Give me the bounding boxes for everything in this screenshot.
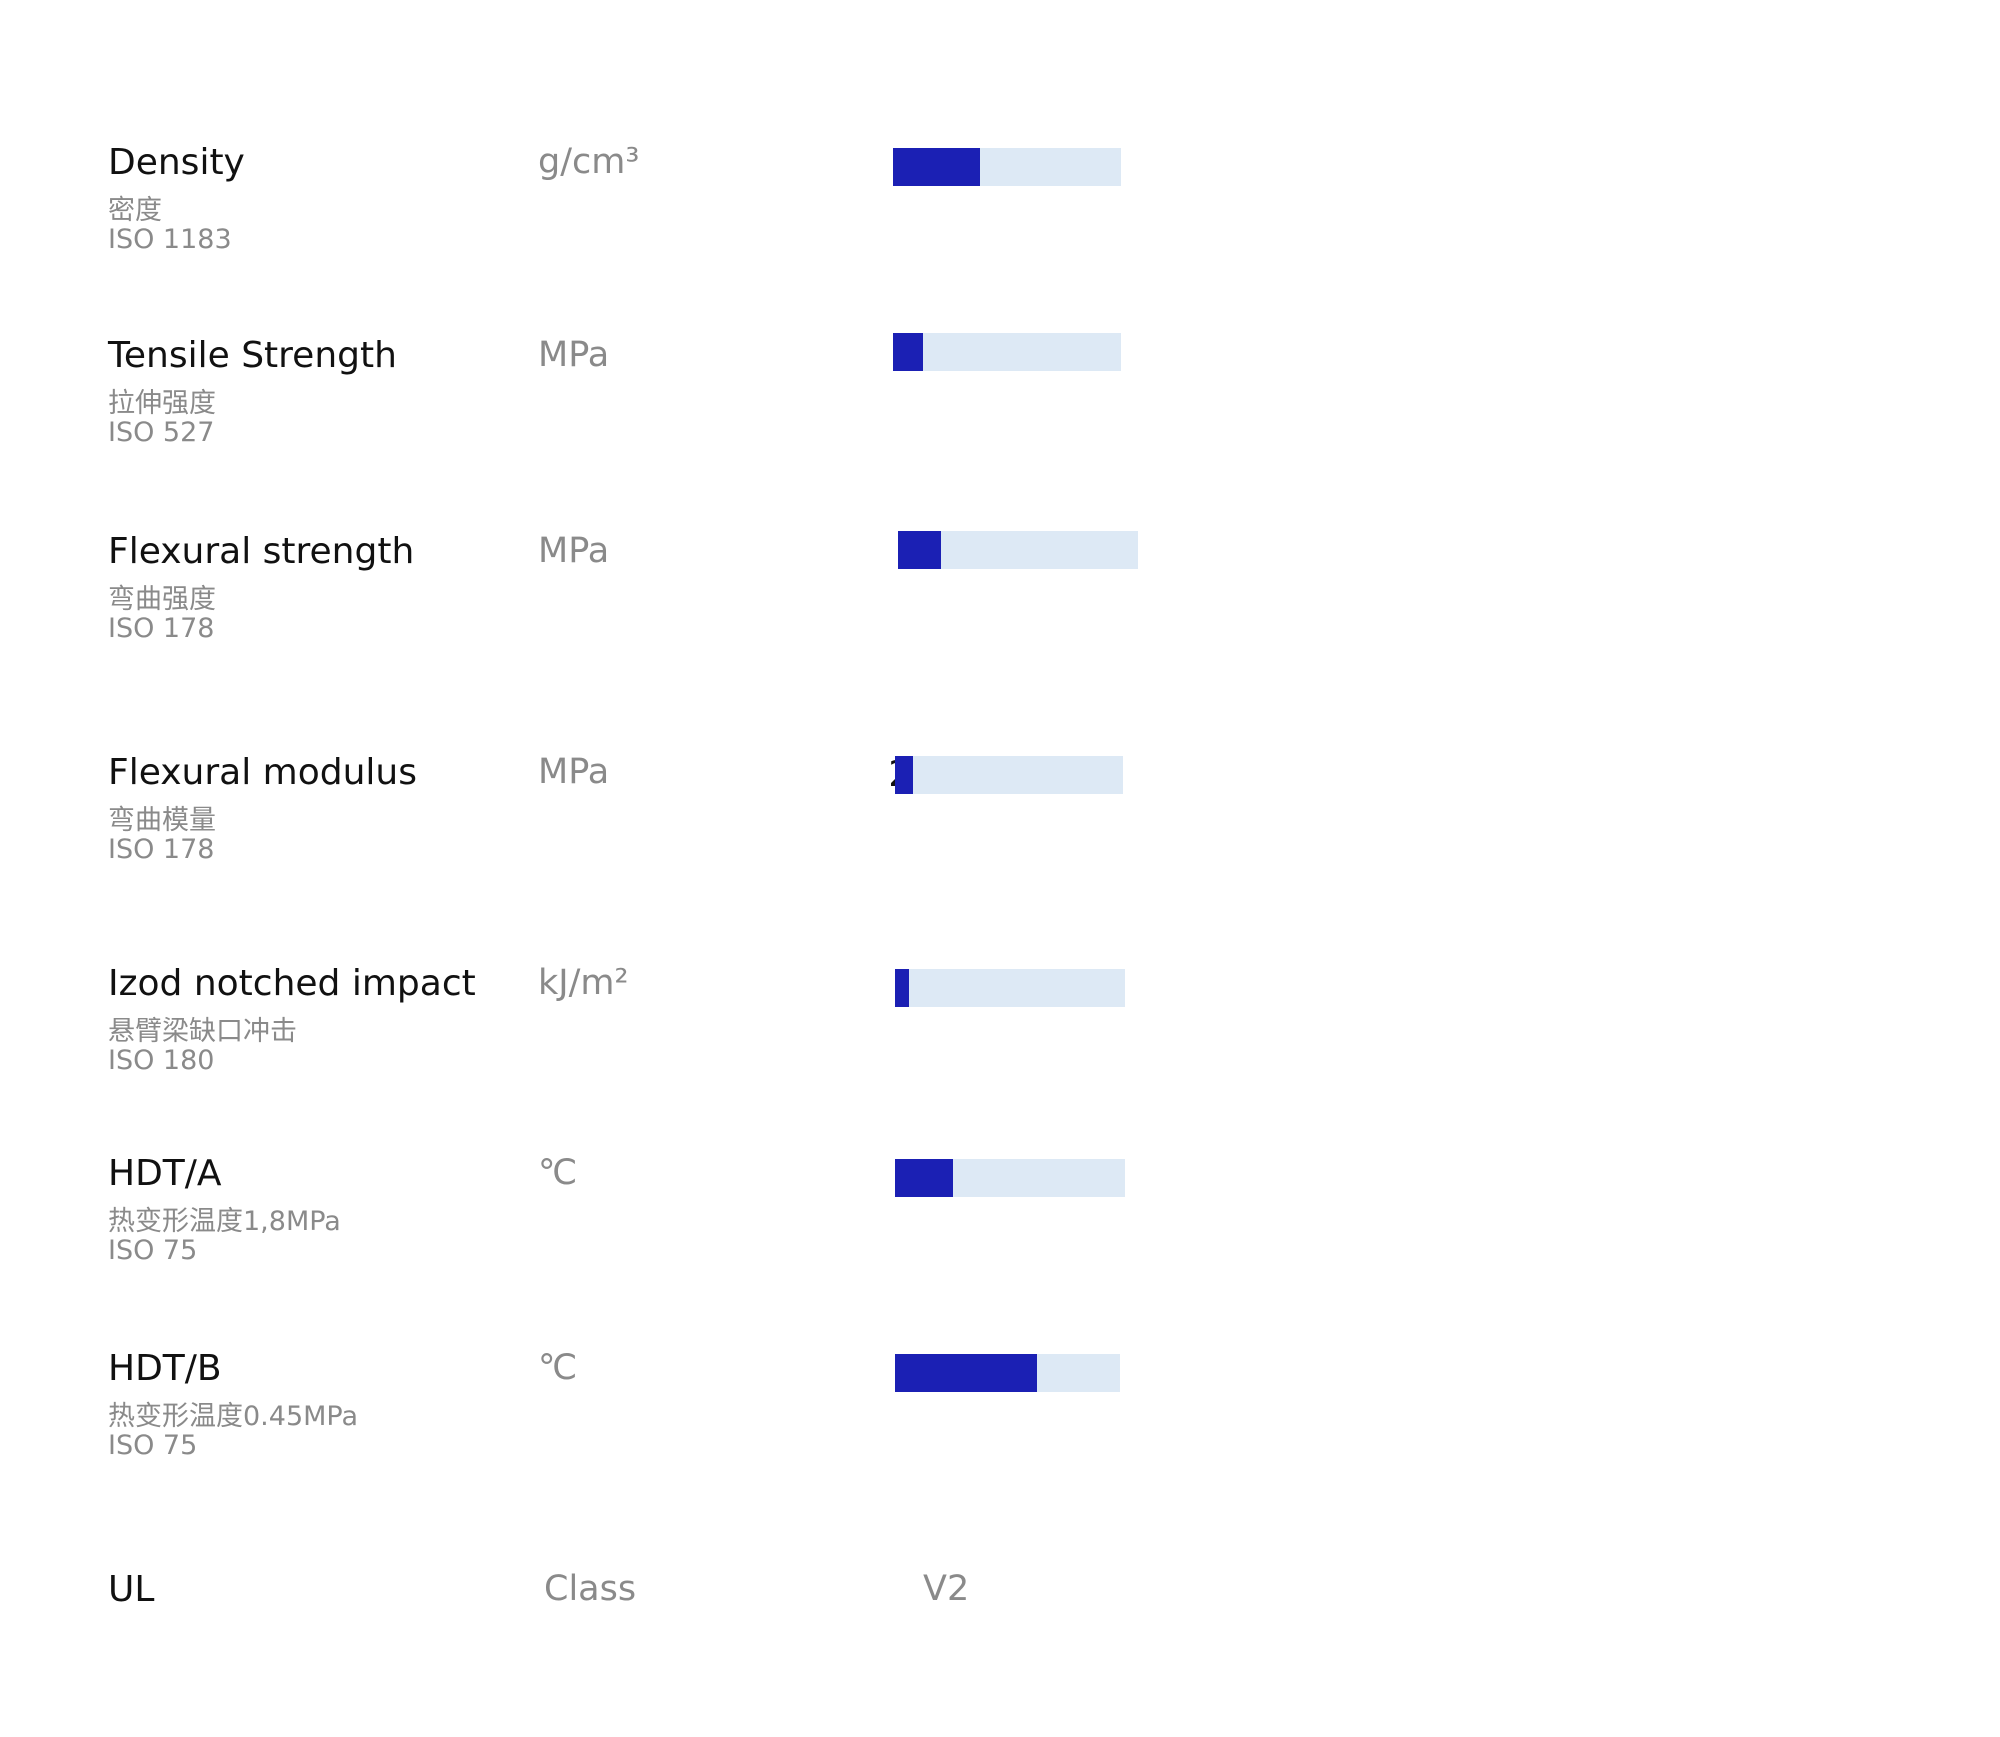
property-row-density: Density 密度 ISO 1183 g/cm³ 1.14 (108, 142, 1208, 302)
property-unit: MPa (538, 531, 610, 571)
property-name: Density (108, 142, 245, 183)
property-unit: Class (544, 1569, 637, 1609)
value-bar-fill (893, 148, 980, 186)
property-name-cn: 悬臂梁缺口冲击 (108, 1016, 297, 1047)
property-name-cn: 拉伸强度 (108, 388, 216, 419)
property-name: Flexural strength (108, 531, 415, 572)
property-standard: ISO 178 (108, 613, 215, 644)
value-bar-track (898, 531, 1138, 569)
property-name-cn: 密度 (108, 195, 162, 226)
property-name-cn: 弯曲模量 (108, 805, 216, 836)
property-row-tensile-strength: Tensile Strength 拉伸强度 ISO 527 MPa 55 (108, 333, 1208, 495)
property-value: V2 (923, 1569, 970, 1609)
property-name: HDT/A (108, 1153, 222, 1194)
property-row-izod-notched-impact: Izod notched impact 悬臂梁缺口冲击 ISO 180 kJ/m… (108, 963, 1208, 1123)
property-name: HDT/B (108, 1348, 222, 1389)
property-standard: ISO 75 (108, 1235, 198, 1266)
property-standard: ISO 1183 (108, 224, 232, 255)
property-name: Flexural modulus (108, 752, 417, 793)
property-row-ul: UL Class V2 (108, 1569, 1208, 1629)
property-unit: g/cm³ (538, 142, 640, 182)
property-unit: kJ/m² (538, 963, 629, 1003)
property-name: UL (108, 1569, 155, 1610)
value-bar-fill (898, 531, 942, 569)
property-unit: ℃ (538, 1153, 578, 1193)
value-bar-track (893, 148, 1121, 186)
value-bar-fill (895, 1354, 1037, 1392)
property-standard: ISO 178 (108, 834, 215, 865)
property-unit: MPa (538, 752, 610, 792)
property-row-flexural-modulus: Flexural modulus 弯曲模量 ISO 178 MPa 2600 (108, 752, 1208, 912)
value-bar-track (895, 1354, 1120, 1392)
property-standard: ISO 75 (108, 1430, 198, 1461)
value-bar-fill (895, 1159, 953, 1197)
property-standard: ISO 180 (108, 1045, 215, 1076)
property-name-cn: 弯曲强度 (108, 584, 216, 615)
property-name: Tensile Strength (108, 335, 397, 376)
value-bar-fill (895, 756, 914, 794)
value-bar-fill (895, 969, 909, 1007)
property-row-hdt-b: HDT/B 热变形温度0.45MPa ISO 75 ℃ 190 (108, 1348, 1208, 1508)
property-name: Izod notched impact (108, 963, 476, 1004)
value-bar-track (893, 333, 1121, 371)
value-bar-fill (893, 333, 923, 371)
property-row-flexural-strength: Flexural strength 弯曲强度 ISO 178 MPa 90 (108, 531, 1208, 691)
property-standard: ISO 527 (108, 417, 215, 448)
value-bar-track (895, 756, 1123, 794)
value-bar-track (895, 1159, 1125, 1197)
property-row-hdt-a: HDT/A 热变形温度1,8MPa ISO 75 ℃ 75 (108, 1153, 1208, 1313)
property-name-cn: 热变形温度1,8MPa (108, 1206, 341, 1237)
property-unit: ℃ (538, 1348, 578, 1388)
property-unit: MPa (538, 335, 610, 375)
value-bar-track (895, 969, 1125, 1007)
property-name-cn: 热变形温度0.45MPa (108, 1401, 359, 1432)
